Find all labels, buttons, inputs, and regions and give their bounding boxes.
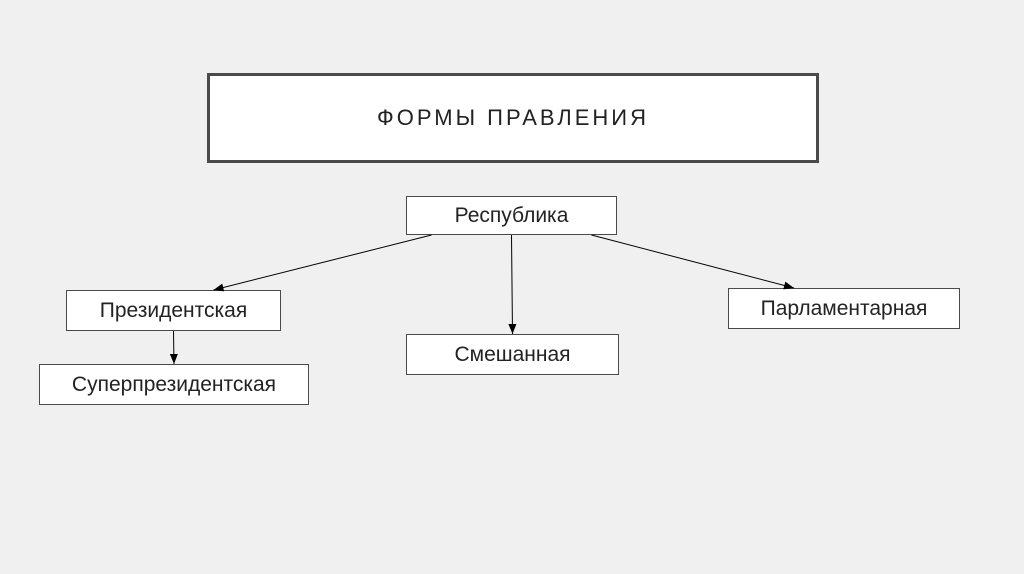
presidential-label: Президентская xyxy=(100,299,247,323)
title-box: ФОРМЫ ПРАВЛЕНИЯ xyxy=(207,73,819,163)
presidential-box: Президентская xyxy=(66,290,281,331)
parliamentary-label: Парламентарная xyxy=(761,297,928,321)
superpresidential-box: Суперпрезидентская xyxy=(39,364,309,405)
superpresidential-label: Суперпрезидентская xyxy=(72,373,276,397)
mixed-label: Смешанная xyxy=(454,343,570,367)
diagram-canvas: ФОРМЫ ПРАВЛЕНИЯ Республика Президентская… xyxy=(0,0,1024,574)
republic-box: Республика xyxy=(406,196,617,235)
parliamentary-box: Парламентарная xyxy=(728,288,960,329)
title-label: ФОРМЫ ПРАВЛЕНИЯ xyxy=(377,105,649,131)
republic-label: Республика xyxy=(455,204,569,228)
mixed-box: Смешанная xyxy=(406,334,619,375)
